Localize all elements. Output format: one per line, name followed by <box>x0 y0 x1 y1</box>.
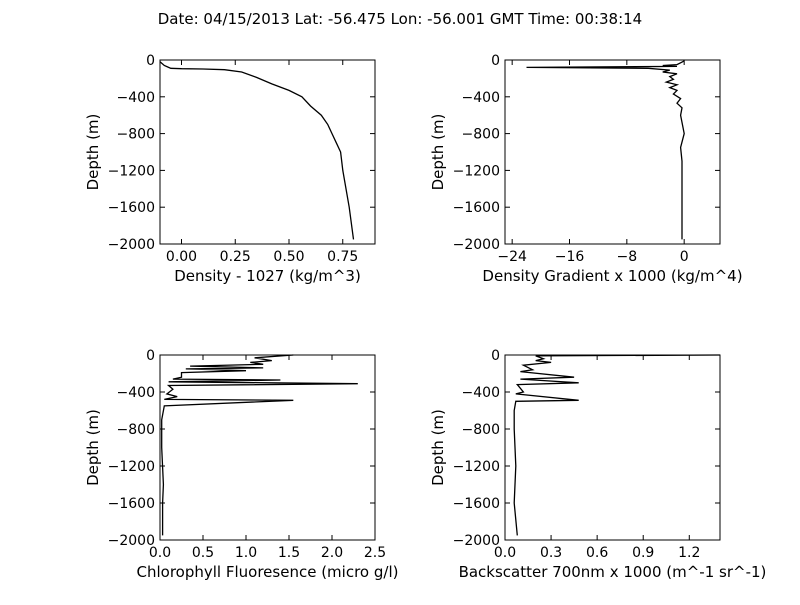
y-tick-label: 0 <box>146 53 155 69</box>
x-tick-label: 1.0 <box>235 545 257 561</box>
axes-frame <box>159 59 376 245</box>
x-tick-label: 0.75 <box>327 249 358 265</box>
data-line <box>513 354 721 536</box>
y-tick-label: 0 <box>491 348 500 364</box>
x-tick-label: 0.5 <box>192 545 214 561</box>
panel-backscatter: 0.0 0.3 0.6 0.9 1.2 0 −400 −800 −1200 −1600 −2000 B… <box>429 348 766 581</box>
x-tick-label: 0.00 <box>166 249 197 265</box>
x-axis-label: Density Gradient x 1000 (kg/m^4) <box>482 267 742 285</box>
x-tick-label: 0.50 <box>273 249 304 265</box>
x-axis-label: Density - 1027 (kg/m^3) <box>174 267 361 285</box>
y-tick-label: −400 <box>462 90 500 106</box>
y-tick-label: 0 <box>146 348 155 364</box>
y-tick-label: −1600 <box>108 200 155 216</box>
panel-density: 0.00 0.25 0.50 0.75 0 −400 −800 −1200 −1600 −2000… <box>84 53 376 285</box>
x-tick-label: 1.5 <box>278 545 300 561</box>
y-tick-label: −1200 <box>453 163 500 179</box>
panel-density-gradient: −24 −16 −8 00−400−800−1200−1600−2000Density… <box>429 53 743 285</box>
y-tick-label: −400 <box>117 385 155 401</box>
y-tick-label: −400 <box>462 385 500 401</box>
axes-frame <box>504 354 721 541</box>
x-axis-label: Backscatter 700nm x 1000 (m^-1 sr^-1) <box>459 563 767 581</box>
x-tick-label: −8 <box>617 249 638 265</box>
x-tick-label: 0.9 <box>632 545 654 561</box>
x-tick-label: 0 <box>680 249 689 265</box>
y-tick-label: −800 <box>462 422 500 438</box>
y-tick-label: −1200 <box>453 459 500 475</box>
x-tick-label: 0.6 <box>586 545 608 561</box>
y-tick-label: −2000 <box>108 237 155 253</box>
y-tick-label: −2000 <box>108 533 155 549</box>
axes-frame <box>159 354 376 541</box>
y-axis-label: Depth (m) <box>84 409 102 486</box>
x-tick-label: −16 <box>555 249 585 265</box>
y-axis-label: Depth (m) <box>429 409 447 486</box>
x-tick-label: 2.5 <box>364 545 386 561</box>
x-axis-label: Chlorophyll Fluoresence (micro g/l) <box>137 563 399 581</box>
y-tick-label: −1200 <box>108 163 155 179</box>
y-tick-label: −1600 <box>108 496 155 512</box>
x-tick-label: 0.0 <box>149 545 171 561</box>
data-line <box>159 61 355 240</box>
y-tick-label: −1600 <box>453 496 500 512</box>
x-tick-label: 2.0 <box>321 545 343 561</box>
panel-chlorophyll: 0.0 0.5 1.0 1.5 2.0 2.5 0 −400 −800 −1200 −1600 −20… <box>84 348 398 581</box>
y-tick-label: −1600 <box>453 200 500 216</box>
y-tick-label: −800 <box>117 127 155 143</box>
data-line <box>161 354 358 536</box>
y-axis-label: Depth (m) <box>429 114 447 191</box>
y-tick-label: −800 <box>462 127 500 143</box>
x-tick-label: 0.0 <box>494 545 516 561</box>
y-tick-label: −800 <box>117 422 155 438</box>
figure-title: Date: 04/15/2013 Lat: -56.475 Lon: -56.0… <box>158 10 642 28</box>
y-axis-label: Depth (m) <box>84 114 102 191</box>
x-tick-label: 1.2 <box>678 545 700 561</box>
x-tick-label: 0.25 <box>220 249 251 265</box>
y-tick-label: −400 <box>117 90 155 106</box>
y-tick-label: −2000 <box>453 237 500 253</box>
y-tick-label: −2000 <box>453 533 500 549</box>
y-tick-label: 0 <box>491 53 500 69</box>
axes-frame <box>504 59 721 245</box>
x-tick-label: −24 <box>497 249 527 265</box>
x-tick-label: 0.3 <box>540 545 562 561</box>
data-line <box>526 60 685 240</box>
y-tick-label: −1200 <box>108 459 155 475</box>
